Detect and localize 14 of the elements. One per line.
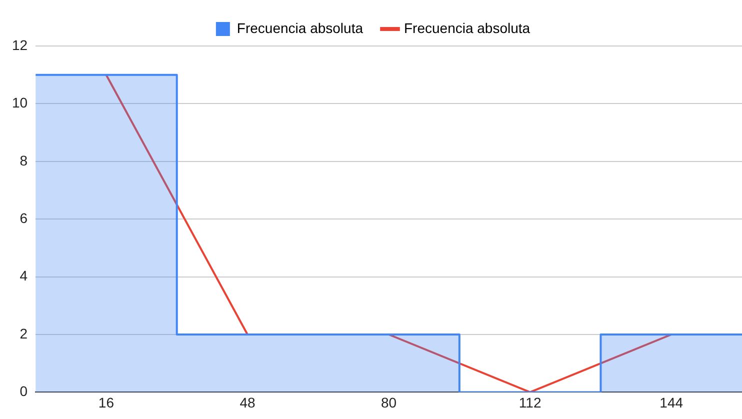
y-tick-label: 4 bbox=[20, 268, 28, 284]
y-tick-label: 2 bbox=[20, 325, 28, 342]
legend-label: Frecuencia absoluta bbox=[236, 20, 364, 36]
y-tick-label: 6 bbox=[20, 210, 28, 226]
y-tick-label: 0 bbox=[20, 383, 28, 400]
y-tick-label: 10 bbox=[12, 94, 28, 111]
x-tick-label: 112 bbox=[518, 394, 542, 410]
y-tick-label: 8 bbox=[20, 152, 28, 168]
legend-label: Frecuencia absoluta bbox=[404, 20, 530, 36]
y-tick-label: 12 bbox=[12, 36, 28, 53]
x-tick-label: 16 bbox=[98, 394, 114, 410]
x-tick-label: 144 bbox=[660, 394, 684, 410]
x-tick-label: 80 bbox=[380, 394, 397, 410]
x-tick-label: 48 bbox=[240, 394, 256, 410]
